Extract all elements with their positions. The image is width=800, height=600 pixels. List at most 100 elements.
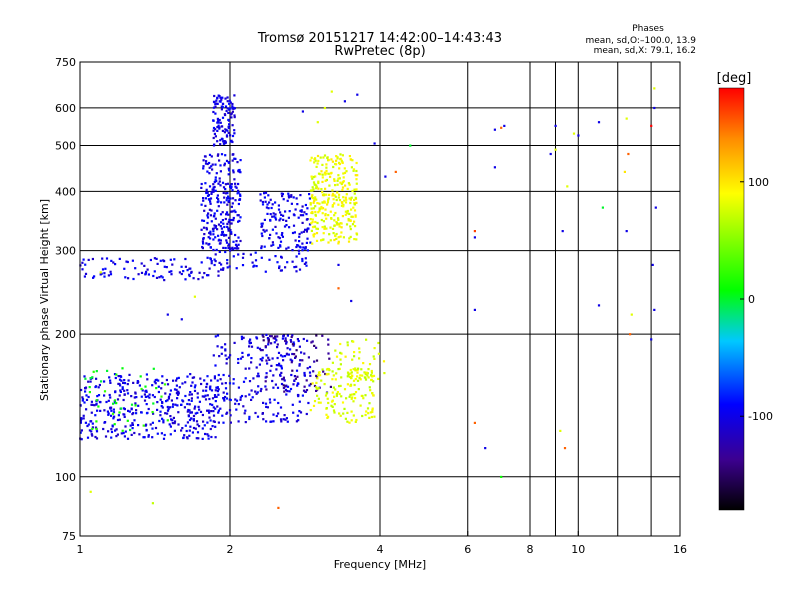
data-point	[650, 338, 653, 341]
data-point	[338, 367, 341, 370]
data-point	[147, 273, 150, 276]
data-point	[329, 210, 332, 213]
data-point	[350, 166, 353, 169]
data-point	[216, 140, 219, 143]
data-point	[197, 278, 200, 281]
data-point	[191, 376, 194, 379]
data-point	[188, 409, 191, 412]
data-point	[110, 414, 113, 417]
data-point	[217, 153, 220, 156]
data-point	[288, 210, 291, 213]
data-point	[153, 257, 156, 260]
data-point	[213, 132, 216, 135]
data-point	[298, 410, 301, 413]
data-point	[269, 401, 272, 404]
data-point	[325, 172, 328, 175]
data-point	[346, 187, 349, 190]
data-point	[229, 354, 232, 357]
data-point	[326, 397, 329, 400]
data-point	[226, 411, 229, 414]
data-point	[202, 197, 205, 200]
data-point	[252, 377, 255, 380]
data-point	[345, 198, 348, 201]
data-point	[171, 422, 174, 425]
data-point	[625, 230, 628, 233]
data-point	[212, 406, 215, 409]
data-point	[329, 175, 332, 178]
data-point	[349, 368, 352, 372]
data-point	[272, 413, 275, 416]
data-point	[224, 250, 227, 254]
data-point	[242, 336, 245, 339]
data-point	[216, 334, 220, 337]
data-point	[186, 402, 189, 406]
data-point	[222, 267, 225, 270]
data-point	[177, 376, 180, 379]
data-point	[83, 375, 86, 378]
data-point	[133, 419, 136, 422]
data-point	[214, 189, 217, 192]
data-point	[191, 431, 194, 434]
data-point	[189, 391, 192, 394]
data-point	[210, 155, 213, 158]
data-point	[270, 342, 273, 345]
data-point	[210, 192, 213, 195]
data-point	[329, 239, 332, 242]
data-point	[347, 219, 350, 222]
data-point	[384, 175, 387, 178]
data-point	[305, 241, 308, 244]
data-point	[193, 295, 196, 298]
data-point	[103, 409, 106, 412]
data-point	[365, 371, 368, 374]
data-point	[190, 393, 193, 396]
data-point	[274, 225, 277, 228]
data-point	[172, 416, 175, 419]
data-point	[159, 410, 162, 413]
data-point	[85, 398, 89, 401]
data-point	[200, 182, 203, 186]
data-point	[200, 186, 203, 189]
data-point	[290, 361, 293, 364]
data-point	[292, 224, 296, 227]
data-point	[269, 369, 272, 372]
data-point	[123, 267, 126, 270]
data-point	[91, 426, 94, 429]
data-point	[221, 181, 225, 184]
data-point	[223, 225, 226, 229]
data-point	[278, 265, 281, 268]
data-point	[220, 153, 224, 156]
data-point	[292, 344, 295, 347]
data-point	[280, 371, 283, 374]
data-point	[248, 342, 251, 345]
data-point	[333, 194, 336, 197]
data-point	[188, 418, 192, 422]
y-axis-label: Stationary phase Virtual Height [km]	[38, 199, 51, 401]
data-point	[87, 258, 90, 261]
data-point	[188, 429, 191, 432]
data-point	[227, 118, 230, 121]
data-point	[154, 426, 158, 430]
data-point	[337, 368, 340, 371]
data-point	[299, 214, 302, 217]
data-point	[127, 409, 130, 412]
data-point	[209, 246, 212, 249]
data-point	[266, 337, 269, 340]
data-point	[211, 168, 214, 171]
data-point	[315, 334, 318, 337]
data-point	[231, 248, 235, 251]
data-point	[266, 406, 269, 409]
data-point	[221, 219, 224, 222]
data-point	[297, 419, 300, 422]
data-point	[265, 359, 268, 362]
data-point	[327, 343, 330, 346]
data-point	[309, 159, 312, 162]
data-point	[263, 218, 266, 221]
data-point	[315, 227, 318, 230]
data-point	[140, 262, 143, 265]
data-point	[320, 205, 323, 209]
data-point	[340, 395, 343, 398]
data-point	[239, 194, 242, 198]
data-point	[224, 154, 227, 157]
data-point	[219, 121, 222, 124]
data-point	[248, 415, 251, 418]
